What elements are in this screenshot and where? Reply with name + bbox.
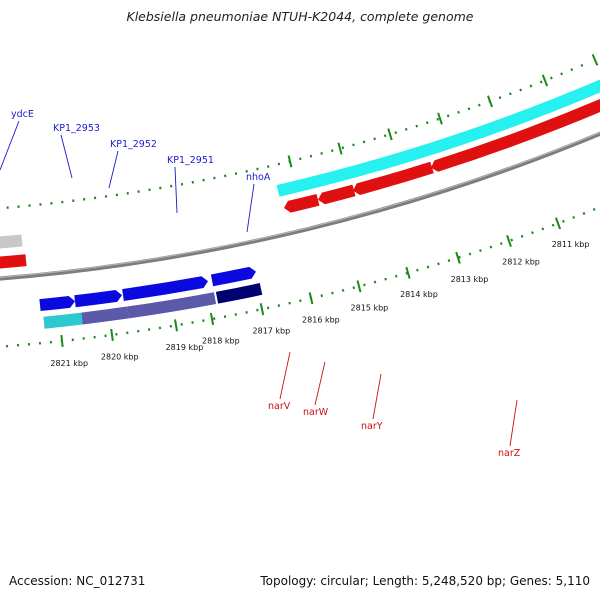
gene-label-kp1-2951: KP1_2951 [167, 155, 214, 166]
scale-label: 2819 kbp [166, 343, 204, 352]
scale-label: 2817 kbp [253, 327, 291, 336]
forward-cds-arrow [122, 276, 208, 301]
scale-tick [110, 328, 114, 341]
gene-leader-line [246, 183, 255, 233]
map-title: Klebsiella pneumoniae NTUH-K2044, comple… [126, 9, 474, 24]
inner-scale-tick [387, 128, 393, 141]
scale-tick [60, 334, 64, 348]
inner-scale-tick [541, 74, 549, 87]
backbone [0, 131, 600, 281]
scale-tick [455, 251, 461, 264]
reverse-cds-arrow [431, 99, 600, 172]
gene-label-narv: narV [268, 401, 291, 412]
gene-label-nhoa: nhoA [246, 172, 271, 183]
reverse-cog-segment [276, 79, 600, 197]
scale-tick [356, 280, 362, 293]
reverse-cog-segment [0, 234, 23, 249]
scale-label: 2821 kbp [50, 359, 88, 368]
accession-label: Accession: NC_012731 [9, 574, 146, 588]
inner-scale-tick [337, 142, 343, 155]
backbone-layer [0, 131, 600, 281]
feature-layer [0, 79, 600, 329]
scale-tick [308, 292, 314, 305]
reverse-cds-arrow [284, 193, 320, 213]
scale-label: 2816 kbp [302, 316, 340, 325]
scale-tick [174, 319, 178, 332]
gene-label-narz: narZ [498, 448, 521, 459]
scale-label: 2811 kbp [552, 240, 590, 249]
gene-label-nary: narY [361, 421, 383, 432]
gene-leader-line [0, 120, 20, 171]
gene-label-narw: narW [303, 407, 329, 418]
scale-label: 2818 kbp [202, 337, 240, 346]
inner-scale-tick [591, 53, 599, 66]
genome-summary: Topology: circular; Length: 5,248,520 bp… [260, 574, 590, 588]
gene-leader-line [108, 150, 119, 189]
scale-tick [209, 312, 215, 326]
gene-leader-line [279, 351, 291, 400]
forward-cog-segment [43, 312, 83, 329]
scale-tick [554, 217, 562, 230]
gene-leader-line [60, 134, 73, 179]
gene-label-kp1-2953: KP1_2953 [53, 123, 100, 134]
gene-label-ydce: ydcE [11, 109, 34, 120]
scale-label: 2815 kbp [351, 304, 389, 313]
scale-tick [259, 303, 265, 316]
backbone-highlight [0, 131, 600, 278]
gene-leader-line [372, 373, 382, 420]
forward-cog-segment [81, 306, 129, 325]
forward-cds-arrow [39, 295, 75, 312]
outer-scale-dots [0, 205, 600, 348]
forward-cog-segment [215, 283, 263, 304]
tick-marks [0, 53, 600, 348]
forward-cog-segment [127, 292, 217, 319]
gene-leader-line [314, 361, 326, 406]
scale-tick [405, 266, 411, 279]
scale-label: 2812 kbp [502, 258, 540, 267]
reverse-cds-arrow [0, 254, 27, 269]
scale-label: 2814 kbp [400, 290, 438, 299]
forward-cds-arrow [74, 290, 122, 308]
scale-label: 2820 kbp [101, 353, 139, 362]
gene-leader-line [174, 166, 178, 214]
gene-leader-line [509, 399, 518, 447]
inner-scale-tick [287, 155, 293, 168]
scale-tick [506, 234, 512, 247]
inner-scale-tick [437, 112, 443, 125]
scale-label: 2813 kbp [451, 275, 489, 284]
gene-label-kp1-2952: KP1_2952 [110, 139, 157, 150]
forward-cds-arrow [210, 266, 256, 287]
reverse-cds-arrow [318, 184, 356, 205]
inner-scale-tick [487, 95, 493, 108]
reverse-cds-arrow [353, 161, 434, 195]
